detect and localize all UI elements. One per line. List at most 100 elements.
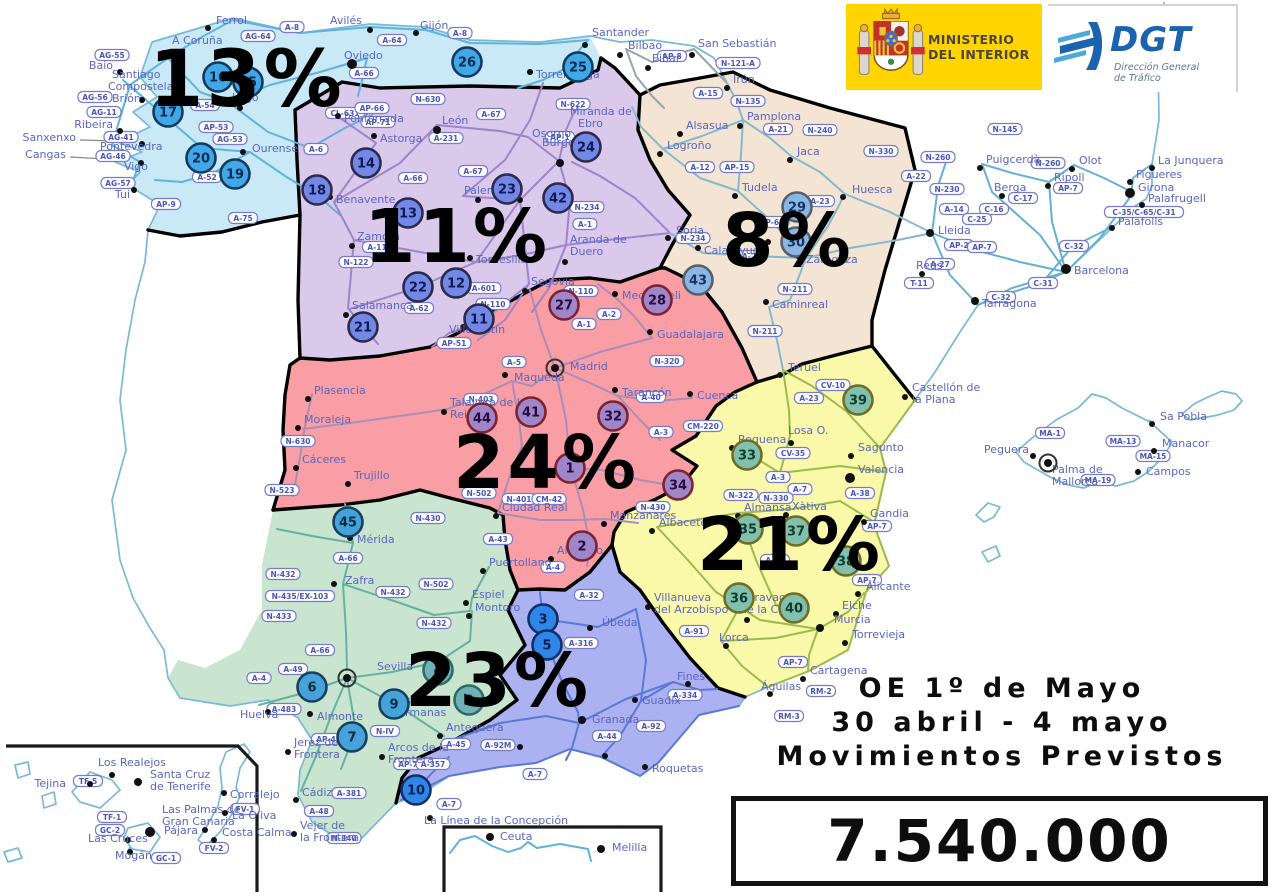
- road-line: [302, 367, 556, 430]
- city-label: Oviedo: [344, 49, 383, 62]
- city-label: Ciudad Real: [502, 501, 568, 514]
- road-label-pill: [415, 757, 451, 771]
- road-label: A-22: [906, 172, 925, 181]
- island-outline: [1015, 393, 1173, 489]
- city-dot: [125, 837, 131, 843]
- road-label: AG-57: [105, 179, 131, 188]
- road-label-pill: [501, 355, 527, 369]
- city-dot: [587, 625, 593, 631]
- town-dot: [602, 753, 608, 759]
- city-label: Los Realejos: [98, 756, 166, 769]
- checkpoint-number: 9: [389, 698, 398, 713]
- city-dot: [665, 235, 671, 241]
- road-label-pill: [326, 831, 362, 845]
- road-label: N-122: [343, 258, 368, 267]
- road-line: [276, 528, 354, 544]
- total-movements-box: 7.540.000: [731, 796, 1268, 886]
- city-dot: [737, 123, 743, 129]
- road-line: [122, 79, 251, 153]
- road-label: T-11: [910, 279, 928, 288]
- city-label: de Tenerife: [150, 780, 211, 793]
- road-label: A-6: [309, 145, 323, 154]
- road-label-pill: [198, 120, 234, 134]
- zone-border: [146, 56, 603, 238]
- road-line: [805, 193, 846, 259]
- city-label: Pontevedra: [100, 140, 163, 153]
- city-dot: [285, 749, 291, 755]
- road-label: A-21: [768, 125, 787, 134]
- city-dot: [767, 691, 773, 697]
- road-label-pill: [961, 212, 993, 226]
- road-label: C-16: [984, 205, 1003, 214]
- road-label: A-67: [481, 110, 500, 119]
- road-line: [400, 705, 740, 801]
- road-line: [477, 199, 530, 341]
- road-label: CV-10: [821, 381, 845, 390]
- city-label: Ourense: [252, 142, 298, 155]
- road-line: [565, 722, 580, 761]
- city-dot: [687, 391, 693, 397]
- city-label: Melilla: [612, 841, 647, 854]
- road-label-pill: [775, 446, 811, 460]
- dgt-logo-icon: [1054, 22, 1103, 70]
- checkpoint-marker-21: [347, 311, 379, 343]
- road-label-pill: [94, 823, 126, 837]
- checkpoint-marker-23: [491, 173, 523, 205]
- city-label: Villanueva: [654, 591, 711, 604]
- inset-frame: [6, 744, 259, 892]
- road-label-pill: [573, 588, 605, 602]
- road-label-pill: [522, 767, 548, 781]
- road-label-pill: [72, 774, 104, 788]
- city-dot: [293, 465, 299, 471]
- road-label-pill: [815, 378, 851, 392]
- city-label: Santa Cruz: [150, 768, 210, 781]
- city-dot: [816, 624, 824, 632]
- checkpoint-marker-7: [336, 721, 368, 753]
- city-dot: [551, 364, 559, 372]
- road-label-pill: [150, 197, 182, 211]
- road-label: CL-631: [330, 109, 359, 118]
- road-label-pill: [440, 737, 472, 751]
- city-dot: [349, 243, 355, 249]
- road-line: [790, 155, 846, 195]
- checkpoint-number: 45: [339, 516, 357, 531]
- road-label: A-2: [742, 252, 756, 261]
- city-dot: [437, 733, 443, 739]
- percent-label-noroeste: 13%: [149, 35, 345, 125]
- road-label: N-432: [380, 588, 405, 597]
- road-line: [436, 124, 560, 162]
- ministry-name: MINISTERIO DEL INTERIOR: [928, 32, 1030, 62]
- city-label: Espiel: [472, 588, 505, 601]
- checkpoint-number: 8: [464, 694, 473, 709]
- road-label-pill: [280, 434, 316, 448]
- city-label: Zamora: [357, 230, 400, 243]
- road-label-pill: [331, 786, 367, 800]
- road-label: N-430: [640, 503, 665, 512]
- road-label: GC-1: [156, 854, 176, 863]
- city-label: Compostela: [108, 80, 173, 93]
- road-label-pill: [572, 217, 598, 231]
- city-dot: [1139, 202, 1145, 208]
- city-dot: [475, 197, 481, 203]
- checkpoint-number: 36: [730, 592, 748, 607]
- city-dot: [265, 709, 271, 715]
- city-dot: [131, 187, 137, 193]
- city-label: Miranda de: [570, 105, 632, 118]
- road-label-pill: [903, 276, 935, 290]
- road-label-pill: [354, 101, 390, 115]
- dgt-sub1: Dirección General: [1114, 62, 1200, 73]
- checkpoint-number: 41: [522, 406, 540, 421]
- city-dot: [211, 837, 217, 843]
- spain-coat-of-arms-icon: [857, 7, 925, 75]
- road-line: [249, 151, 341, 216]
- road-label-pill: [482, 532, 514, 546]
- checkpoint-marker-9: [378, 688, 410, 720]
- checkpoint-number: 30: [787, 236, 805, 251]
- road-label-pill: [410, 92, 446, 106]
- city-label: Águilas: [761, 680, 801, 693]
- city-dot: [548, 556, 554, 562]
- road-label: A-66: [354, 69, 373, 78]
- road-label: AP-2: [949, 241, 969, 250]
- city-dot: [527, 69, 533, 75]
